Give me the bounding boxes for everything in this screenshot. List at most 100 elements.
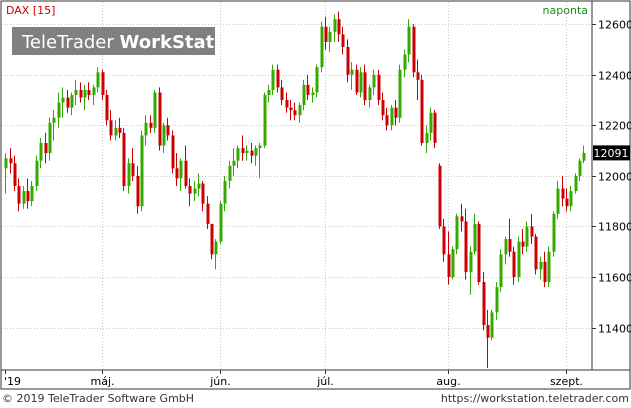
candle-body xyxy=(407,26,411,55)
candle xyxy=(530,213,534,245)
candle xyxy=(508,218,512,257)
candle xyxy=(420,74,424,146)
candle xyxy=(267,84,271,103)
candle xyxy=(118,117,122,138)
candle-body xyxy=(236,148,240,161)
candle-body xyxy=(127,163,131,186)
candle-body xyxy=(521,241,525,247)
candle xyxy=(22,186,26,209)
candle-body xyxy=(539,261,543,270)
candle xyxy=(263,92,267,149)
candle-body xyxy=(70,95,74,108)
candle xyxy=(250,143,254,164)
candle-body xyxy=(201,183,205,204)
candle xyxy=(79,82,83,103)
candle xyxy=(35,155,39,192)
candle xyxy=(276,64,280,93)
candle-body xyxy=(385,115,389,126)
instrument-label-box xyxy=(3,3,51,17)
candle xyxy=(482,271,486,331)
candles xyxy=(4,11,586,368)
candle-body xyxy=(451,249,455,277)
candle xyxy=(57,92,61,128)
candle-body xyxy=(355,69,359,93)
candle xyxy=(44,132,48,164)
candle xyxy=(219,201,223,245)
candle-body xyxy=(328,31,332,42)
candle-body xyxy=(96,72,100,88)
candle-body xyxy=(57,102,61,118)
candle-body xyxy=(26,191,30,202)
candle-body xyxy=(368,87,372,101)
candle xyxy=(289,100,293,121)
candle-body xyxy=(315,67,319,93)
candle-body xyxy=(114,127,118,136)
candle xyxy=(447,231,451,285)
candle-body xyxy=(52,117,56,123)
candle xyxy=(258,143,262,179)
candle xyxy=(153,89,157,133)
candle xyxy=(48,117,52,161)
candle xyxy=(144,115,148,146)
candle-body xyxy=(429,112,433,133)
candle xyxy=(271,64,275,95)
candle xyxy=(315,64,319,98)
candle xyxy=(368,84,372,108)
candle xyxy=(394,100,398,126)
candle xyxy=(333,14,337,42)
candle xyxy=(547,246,551,288)
candle xyxy=(201,180,205,212)
x-tick-label: máj. xyxy=(90,375,114,388)
candle-body xyxy=(569,191,573,207)
candle-body xyxy=(289,107,293,111)
last-price-box xyxy=(593,145,630,161)
candle-body xyxy=(324,26,328,42)
candle xyxy=(197,173,201,197)
candle xyxy=(442,218,446,262)
candle-body xyxy=(92,87,96,95)
candle xyxy=(355,64,359,95)
candle xyxy=(214,239,218,270)
watermark-brand: TeleTrader xyxy=(21,32,114,53)
candle xyxy=(328,26,332,53)
candle-body xyxy=(35,160,39,186)
time-axis-frame xyxy=(0,369,631,390)
x-tick-label: aug. xyxy=(436,375,460,388)
candle-body xyxy=(101,72,105,95)
candle-body xyxy=(412,26,416,73)
candle-body xyxy=(561,188,565,199)
candle xyxy=(543,251,547,288)
candle xyxy=(179,158,183,192)
candle-body xyxy=(210,223,214,255)
instrument-label: DAX [15] xyxy=(6,4,55,17)
candle-body xyxy=(490,312,494,338)
candle-body xyxy=(311,92,315,95)
candle xyxy=(495,282,499,320)
candle-body xyxy=(473,223,477,252)
candle-body xyxy=(547,251,551,283)
x-tick-label: júl. xyxy=(316,375,334,388)
candle xyxy=(407,19,411,63)
y-tick-label: 12000 xyxy=(598,171,631,184)
candle xyxy=(206,196,210,229)
website-link[interactable]: https://workstation.teletrader.com xyxy=(440,392,629,405)
candle-body xyxy=(232,160,236,166)
candle-body xyxy=(298,105,302,116)
candle xyxy=(350,62,354,90)
candle xyxy=(83,84,87,111)
candle-body xyxy=(556,188,560,214)
candle xyxy=(433,110,437,149)
y-tick-label: 11600 xyxy=(598,272,631,285)
candle xyxy=(298,102,302,123)
candle-body xyxy=(30,186,34,202)
candle-body xyxy=(293,110,297,116)
candle-body xyxy=(464,221,468,272)
candle-body xyxy=(175,168,179,179)
candle-body xyxy=(372,74,376,88)
candle-body xyxy=(341,34,345,47)
x-tick-label: szept. xyxy=(550,375,583,388)
candle xyxy=(30,180,34,207)
candle xyxy=(188,178,192,207)
candle-body xyxy=(416,72,420,80)
candle xyxy=(9,148,13,174)
